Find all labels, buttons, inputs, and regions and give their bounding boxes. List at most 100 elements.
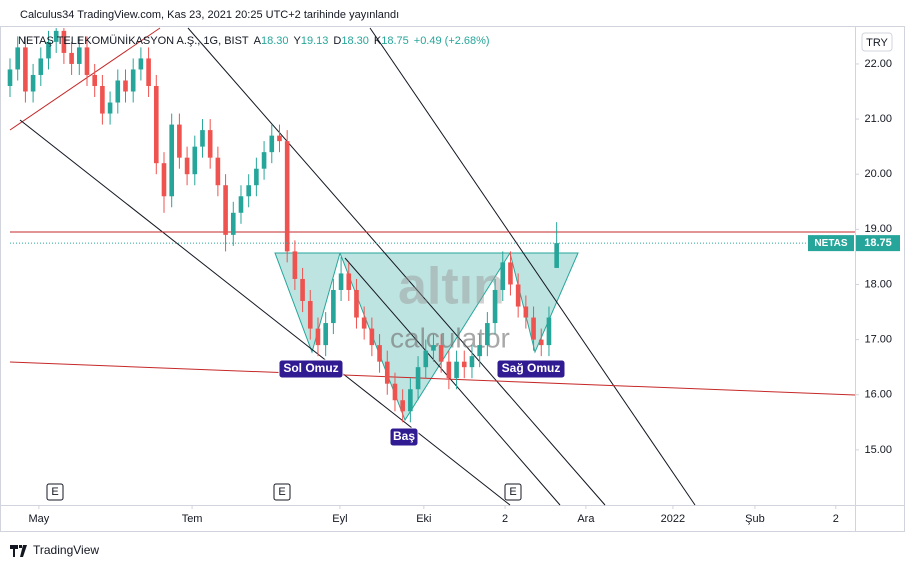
trend-line [187,27,606,506]
frame [0,26,905,532]
event-marker-bg [46,483,64,501]
event-marker[interactable]: E [51,486,58,498]
candle-body [546,317,552,346]
event-marker[interactable]: E [509,486,516,498]
candle-body [84,47,90,75]
candle-body [138,58,144,70]
candle-body [107,102,113,114]
x-tick-label: Eki [416,513,431,525]
candle-body [515,284,521,307]
y-tick-label: 19.00 [864,223,892,235]
candle-body [315,328,321,346]
candle-body [277,135,282,142]
y-tick-label: 15.00 [864,444,892,456]
ohlc-value: 19.13 [300,35,329,47]
candle-body [400,400,405,412]
currency: TRY [866,37,888,49]
candle-body [531,317,536,340]
x-tick-label: Tem [182,513,203,525]
candle-body [485,323,490,346]
candle-body [477,345,482,357]
candle-body [446,361,452,379]
x-tick-label: 2022 [661,513,685,525]
candle-body [538,339,544,346]
ohlc-key: D [333,35,342,47]
y-tick-label: 16.00 [864,389,892,401]
ohlc-value: 18.30 [261,35,289,47]
symbol: NETAŞ TELEKOMÜNİKASYON A.Ş., 1G, BIST [18,35,249,47]
candle-body [130,69,136,92]
candle-body [184,157,190,175]
event-marker[interactable]: E [278,486,285,498]
candle-body [554,243,559,268]
candle-body [500,262,506,290]
candle-body [192,146,198,175]
tradingview-logo [10,545,27,557]
currency-badge[interactable] [861,32,893,52]
trend-line [19,119,511,506]
candle-body [153,85,159,164]
candle-body [392,383,398,401]
candle-body [7,69,13,86]
footer: TradingView [33,543,99,557]
candle-body [123,80,128,92]
candle-body [377,345,382,362]
candle-body [246,185,251,197]
pattern-label-bg [278,359,344,379]
candle-body [207,130,213,158]
legend: NETAŞ TELEKOMÜNİKASYON A.Ş., 1G, BIST A18… [18,35,490,47]
candle-body [469,356,475,368]
candle-body [69,52,74,64]
candle-body [76,47,82,64]
publish-note: Calculus34 TradingView.com, Kas 23, 2021… [20,9,399,21]
candle-body [369,328,375,346]
candle-body [338,273,344,290]
pattern-label-bg [389,427,419,447]
pattern-label: Sağ Omuz [502,361,561,375]
candle-body [169,124,174,197]
candle-body [492,289,498,324]
event-marker-bg [504,483,522,501]
trend-line [369,27,696,506]
candle-body [223,185,228,235]
candle-body [361,317,367,329]
x-tick-label: May [28,513,49,525]
candle-body [523,306,529,318]
candle-body [354,289,359,318]
trend-line [344,257,561,506]
ohlc-value: 18.75 [381,35,409,47]
candle-body [254,168,259,186]
candle-body [307,301,313,329]
candle-body [177,124,182,158]
candle-body [431,345,436,351]
candle-body [508,262,513,285]
candle-body [415,367,421,390]
drawings [9,27,856,506]
candle-body [146,58,151,86]
candle-body [461,361,467,368]
y-tick-label: 22.00 [864,58,892,70]
pattern-label: Baş [393,429,415,443]
left-shoulder-shape [274,252,341,354]
candle-body [346,273,352,290]
candle-body [300,278,305,302]
candle-body [238,196,244,213]
x-tick-label: Ara [577,513,595,525]
candle-body [23,47,28,92]
candle-body [200,130,205,147]
candle-body [15,47,21,70]
candle-body [408,389,413,412]
candle-body [269,135,275,153]
candle-body [292,251,298,279]
candle-body [53,30,59,42]
ohlc-value: 18.30 [341,35,369,47]
candle-body [284,141,290,252]
price-tag-value: 18.75 [864,237,892,249]
trend-line [9,27,161,131]
candle-body [384,361,390,384]
candle-body [38,58,44,75]
candle-body [46,41,51,59]
